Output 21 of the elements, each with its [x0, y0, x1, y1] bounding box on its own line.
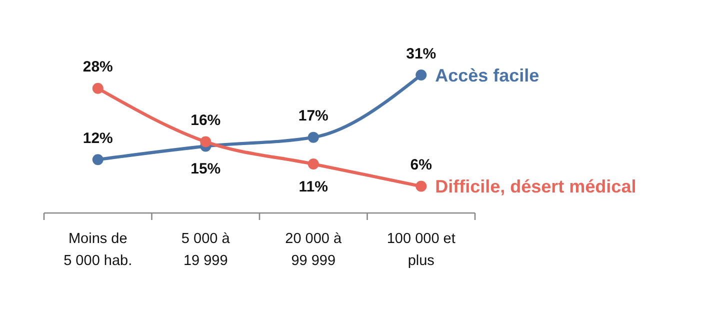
point — [308, 132, 319, 143]
point — [416, 70, 427, 80]
x-tick-label: 20 000 à 99 999 — [285, 231, 343, 269]
x-tick-label: Moins de 5 000 hab. — [64, 231, 132, 269]
x-tick-label: 100 000 et plus — [386, 231, 456, 269]
series-label: Accès facile — [435, 65, 540, 86]
point — [308, 158, 319, 170]
x-tick-label: 5 000 à 19 999 — [181, 231, 231, 269]
data-label: 11% — [298, 178, 328, 196]
data-label: 15% — [190, 160, 221, 178]
point — [92, 154, 104, 166]
point — [416, 180, 427, 192]
data-label: 31% — [406, 45, 436, 62]
point — [92, 82, 104, 94]
data-label: 6% — [410, 156, 432, 174]
point — [200, 136, 212, 148]
data-label: 16% — [190, 112, 221, 130]
series-label: Difficile, désert médical — [435, 176, 636, 197]
data-label: 12% — [82, 130, 113, 147]
data-label: 28% — [82, 58, 113, 76]
data-label: 17% — [298, 108, 328, 125]
